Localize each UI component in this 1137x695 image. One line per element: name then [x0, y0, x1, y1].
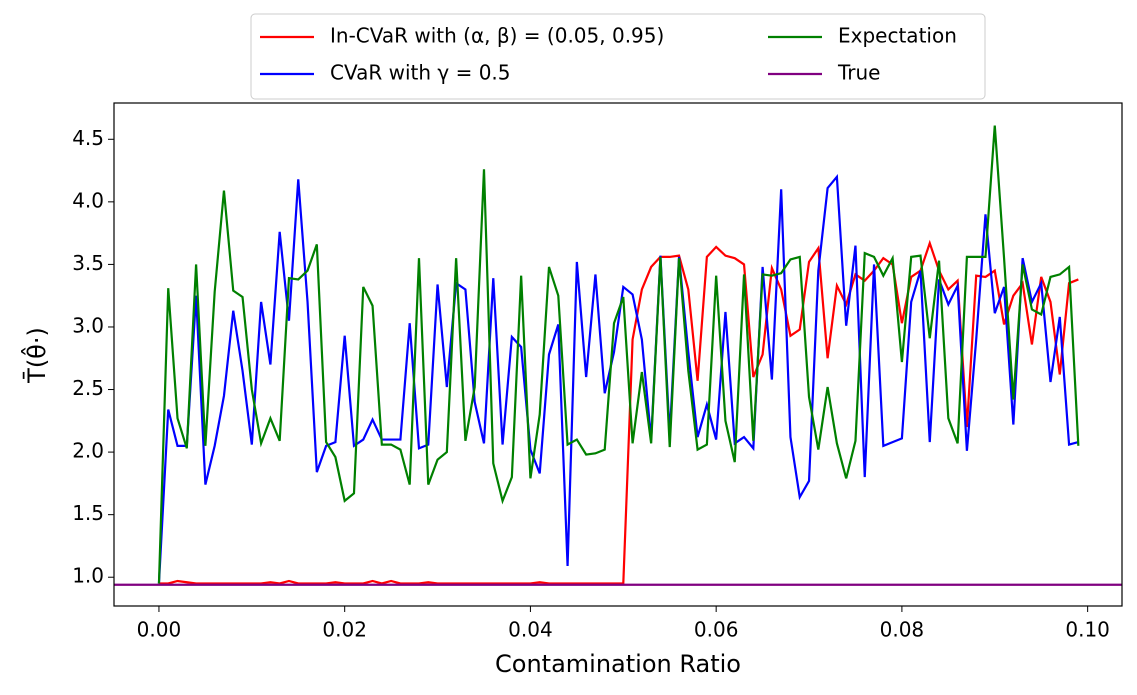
- legend-label: True: [837, 61, 880, 85]
- legend-label: In-CVaR with (α, β) = (0.05, 0.95): [330, 24, 664, 48]
- x-tick-label: 0.08: [880, 618, 925, 642]
- y-tick-label: 2.5: [72, 376, 104, 400]
- y-tick-label: 1.0: [72, 564, 104, 588]
- x-tick-label: 0.04: [508, 618, 553, 642]
- x-tick-label: 0.02: [322, 618, 367, 642]
- series-line: [158, 239, 1079, 585]
- x-tick-label: 0.10: [1065, 618, 1110, 642]
- y-tick-label: 1.5: [72, 501, 104, 525]
- x-axis-label: Contamination Ratio: [495, 650, 741, 678]
- series-line: [157, 173, 1079, 584]
- y-tick-label: 4.0: [72, 188, 104, 212]
- plot-frame: [113, 102, 1123, 607]
- y-axis-label: T̄(θ̂·): [21, 327, 51, 384]
- legend-label: CVaR with γ = 0.5: [330, 61, 511, 85]
- y-tick-label: 4.5: [72, 126, 104, 150]
- series-line: [157, 125, 1080, 584]
- legend-box: [250, 13, 986, 100]
- x-tick-label: 0.00: [137, 618, 182, 642]
- y-tick-label: 3.5: [72, 251, 104, 275]
- legend-label: Expectation: [838, 24, 957, 48]
- y-tick-label: 2.0: [72, 439, 104, 463]
- y-tick-label: 3.0: [72, 313, 104, 337]
- x-tick-label: 0.06: [694, 618, 739, 642]
